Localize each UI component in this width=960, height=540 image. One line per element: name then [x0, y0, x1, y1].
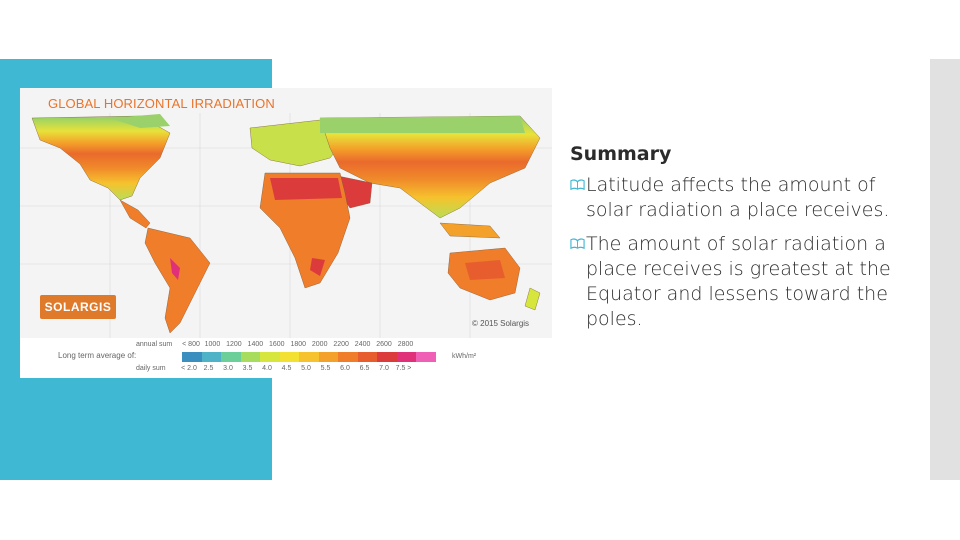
legend-annual-value: 2400 [354, 341, 371, 348]
legend-swatch [299, 352, 319, 362]
map-copyright: © 2015 Solargis [472, 319, 530, 328]
legend-swatch [357, 352, 377, 362]
legend-annual-value: 1800 [290, 341, 307, 348]
bullet-text: Latitude affects the amount of solar rad… [586, 174, 890, 221]
legend-daily-label: daily sum [136, 365, 166, 372]
legend-annual-value: 1400 [247, 341, 264, 348]
map-legend: Long term average of: annual sum daily s… [20, 338, 552, 378]
legend-swatch [221, 352, 241, 362]
legend-annual-value: 2800 [397, 341, 414, 348]
legend-swatch [260, 352, 280, 362]
legend-swatch [182, 352, 202, 362]
legend-annual-value: 1000 [204, 341, 221, 348]
legend-daily-value: 2.5 [203, 365, 214, 372]
legend-daily-value: 5.0 [301, 365, 311, 372]
legend-caption: Long term average of: [58, 351, 137, 360]
legend-daily-value: 6.0 [340, 365, 350, 372]
legend-swatch [338, 352, 358, 362]
legend-units: kWh/m² [452, 353, 477, 360]
legend-annual-value: 2600 [376, 341, 392, 348]
legend-swatch [279, 352, 299, 362]
legend-daily-value: 4.5 [281, 365, 292, 372]
legend-annual-value: 2000 [311, 341, 328, 348]
book-bullet-icon [570, 179, 585, 191]
legend-daily-value: 7.5 > [395, 365, 412, 372]
bullet-item: Latitude affects the amount of solar rad… [570, 173, 915, 223]
book-bullet-icon [570, 238, 585, 250]
legend-daily-value: < 2.0 [181, 365, 197, 372]
legend-annual-value: 1200 [226, 341, 242, 348]
bullet-text: The amount of solar radiation a place re… [586, 233, 891, 330]
summary-section: Summary Latitude affects the amount of s… [570, 143, 915, 341]
map-title: GLOBAL HORIZONTAL IRRADIATION [48, 96, 275, 111]
legend-annual-value: 2200 [333, 341, 349, 348]
legend-swatch [201, 352, 221, 362]
bullet-item: The amount of solar radiation a place re… [570, 232, 915, 332]
world-map-graphic [20, 88, 552, 338]
legend-swatch [396, 352, 416, 362]
legend-swatch [416, 352, 436, 362]
legend-annual-value: 1600 [269, 341, 285, 348]
legend-swatch [377, 352, 397, 362]
legend-daily-value: 5.5 [320, 365, 331, 372]
legend-annual-value: < 800 [182, 341, 200, 348]
legend-daily-value: 6.5 [359, 365, 370, 372]
legend-annual-label: annual sum [136, 341, 173, 348]
legend-daily-value: 4.0 [262, 365, 272, 372]
side-gray-strip [930, 59, 960, 480]
solargis-logo: SOLARGIS [40, 295, 116, 319]
legend-daily-value: 3.0 [223, 365, 233, 372]
legend-daily-value: 7.0 [379, 365, 389, 372]
summary-heading: Summary [570, 143, 672, 165]
legend-swatch [240, 352, 260, 362]
irradiation-map-image: GLOBAL HORIZONTAL IRRADIATION SOLARGIS ©… [20, 88, 552, 378]
legend-daily-value: 3.5 [242, 365, 253, 372]
legend-swatch [318, 352, 338, 362]
